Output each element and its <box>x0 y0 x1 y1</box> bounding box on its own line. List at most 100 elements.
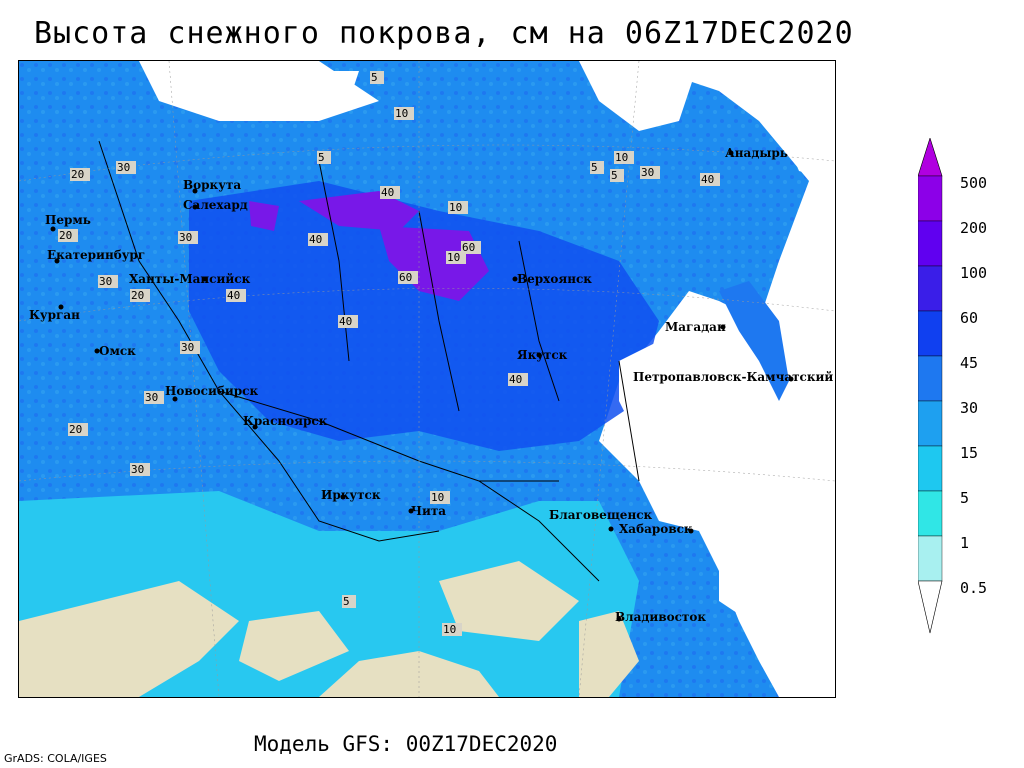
city-vladivostok: Владивосток <box>615 610 706 624</box>
bare-land-4 <box>579 611 639 697</box>
svg-text:Владивосток: Владивосток <box>615 610 706 624</box>
contour-label: 40 <box>226 289 246 302</box>
svg-text:Пермь: Пермь <box>45 213 91 227</box>
city-magadan: Магадан <box>665 320 726 334</box>
contour-label: 10 <box>442 623 462 636</box>
contour-label: 5 <box>317 151 331 164</box>
contour-label: 5 <box>590 161 604 174</box>
contour-label: 5 <box>610 169 624 182</box>
svg-text:10: 10 <box>431 491 444 504</box>
city-labels: Воркута Салехард Пермь Екатеринбург Хант… <box>29 146 833 624</box>
svg-text:Ханты-Мансийск: Ханты-Мансийск <box>129 272 251 286</box>
contour-label: 30 <box>180 341 200 354</box>
contour-label: 40 <box>700 173 720 186</box>
contour-label: 40 <box>380 186 400 199</box>
graticule <box>19 61 835 697</box>
svg-text:40: 40 <box>509 373 522 386</box>
svg-text:Магадан: Магадан <box>665 320 726 334</box>
colorbar-svg <box>917 137 943 634</box>
svg-text:5: 5 <box>318 151 325 164</box>
snow-deep-band <box>189 181 659 451</box>
snow-very-deep-1 <box>299 191 419 231</box>
colorbar-top-triangle <box>917 137 943 177</box>
contour-label: 40 <box>308 233 328 246</box>
city-krasnoyarsk: Красноярск <box>243 414 328 430</box>
contour-label: 30 <box>640 166 660 179</box>
city-anadyr: Анадырь <box>725 146 788 160</box>
svg-text:Красноярск: Красноярск <box>243 414 328 428</box>
contour-label: 60 <box>398 271 418 284</box>
colorbar-band-5 <box>917 445 943 492</box>
map-canvas: 5 10 20 30 40 60 5 10 30 40 20 30 40 10 … <box>19 61 835 697</box>
colorbar-band-1 <box>917 490 943 537</box>
svg-text:10: 10 <box>449 201 462 214</box>
city-verkhoyansk: Верхоянск <box>512 272 592 286</box>
contour-labels: 5 10 20 30 40 60 5 10 30 40 20 30 40 10 … <box>58 71 720 636</box>
contour-label: 20 <box>130 289 150 302</box>
legend-label-45: 45 <box>960 354 979 372</box>
legend-label-0.5: 0.5 <box>960 579 988 597</box>
contour-label: 20 <box>58 229 78 242</box>
svg-text:Якутск: Якутск <box>517 348 568 362</box>
svg-text:10: 10 <box>447 251 460 264</box>
svg-text:40: 40 <box>701 173 714 186</box>
colorbar-band-200 <box>917 175 943 222</box>
contour-label: 30 <box>144 391 164 404</box>
contour-label: 30 <box>116 161 136 174</box>
city-irkutsk: Иркутск <box>321 488 381 502</box>
svg-text:Чита: Чита <box>411 504 446 518</box>
map-title: Высота снежного покрова, см на 06Z17DEC2… <box>34 16 854 51</box>
city-khanty-mansiysk: Ханты-Мансийск <box>129 272 251 286</box>
svg-text:5: 5 <box>611 169 618 182</box>
colorbar-band-30 <box>917 355 943 402</box>
city-yakutsk: Якутск <box>517 348 568 362</box>
colorbar-band-15 <box>917 400 943 447</box>
svg-text:Верхоянск: Верхоянск <box>517 272 592 286</box>
svg-text:30: 30 <box>179 231 192 244</box>
svg-text:Благовещенск: Благовещенск <box>549 508 653 522</box>
sea-pacific <box>759 341 835 697</box>
colorbar-band-45 <box>917 310 943 357</box>
svg-text:60: 60 <box>399 271 412 284</box>
sea-okhotsk <box>619 331 739 461</box>
city-khabarovsk: Хабаровск <box>619 522 694 536</box>
contour-label: 10 <box>448 201 468 214</box>
svg-text:Екатеринбург: Екатеринбург <box>47 248 145 262</box>
city-blagoveshchensk: Благовещенск <box>549 508 653 532</box>
contour-label: 60 <box>461 241 481 254</box>
svg-text:20: 20 <box>131 289 144 302</box>
contour-label: 10 <box>614 151 634 164</box>
contour-label: 10 <box>446 251 466 264</box>
legend-label-60: 60 <box>960 309 979 327</box>
legend-label-500: 500 <box>960 174 988 192</box>
svg-text:Курган: Курган <box>29 308 80 322</box>
sea-kara <box>299 71 359 101</box>
contour-label: 40 <box>338 315 358 328</box>
svg-text:10: 10 <box>395 107 408 120</box>
city-vorkuta: Воркута <box>183 178 241 194</box>
sea-bering <box>739 61 835 181</box>
legend-label-15: 15 <box>960 444 979 462</box>
svg-text:Новосибирск: Новосибирск <box>165 384 258 398</box>
city-novosibirsk: Новосибирск <box>165 384 258 402</box>
model-run-label: Модель GFS: 00Z17DEC2020 <box>254 732 558 756</box>
legend-label-200: 200 <box>960 219 988 237</box>
contour-label: 30 <box>98 275 118 288</box>
sea-east-siberian <box>579 61 699 131</box>
svg-text:40: 40 <box>309 233 322 246</box>
legend-label-1: 1 <box>960 534 970 552</box>
legend-label-30: 30 <box>960 399 979 417</box>
svg-text:30: 30 <box>641 166 654 179</box>
contour-label: 5 <box>342 595 356 608</box>
svg-text:30: 30 <box>117 161 130 174</box>
svg-text:20: 20 <box>59 229 72 242</box>
svg-text:10: 10 <box>615 151 628 164</box>
snow-depth-map: 5 10 20 30 40 60 5 10 30 40 20 30 40 10 … <box>18 60 836 698</box>
contour-label: 10 <box>430 491 450 504</box>
contour-label: 5 <box>370 71 384 84</box>
svg-text:30: 30 <box>131 463 144 476</box>
svg-text:30: 30 <box>145 391 158 404</box>
contour-label: 30 <box>130 463 150 476</box>
colorbar-band-60 <box>917 265 943 312</box>
colorbar <box>917 137 978 638</box>
